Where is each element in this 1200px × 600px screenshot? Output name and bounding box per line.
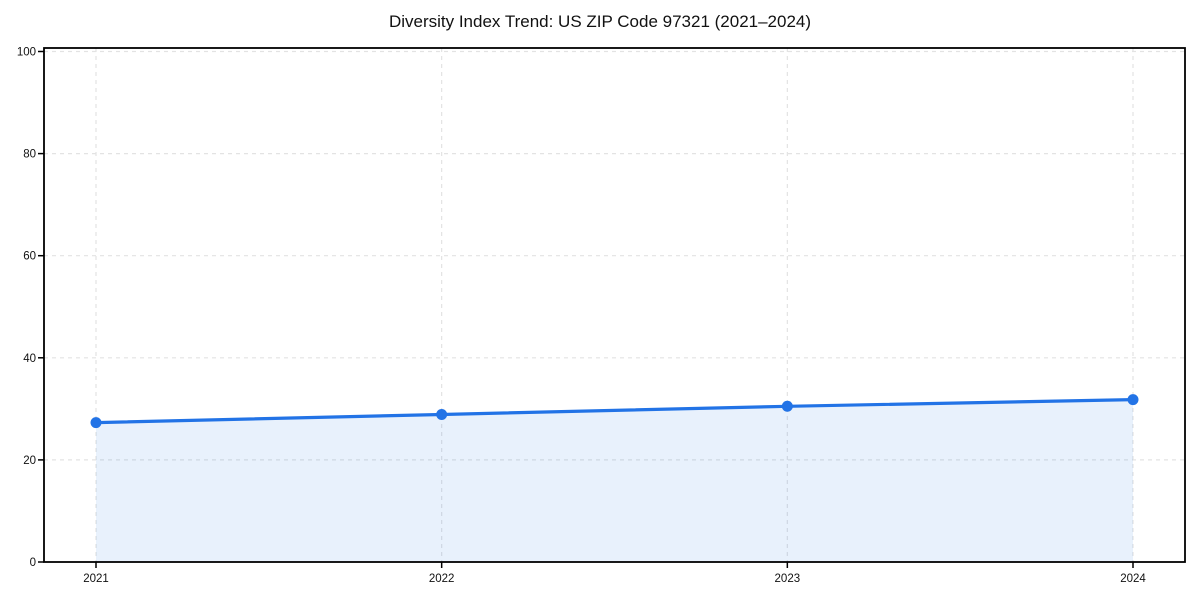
y-tick-label-0: 0 bbox=[30, 557, 36, 569]
data-point-2021 bbox=[90, 417, 102, 429]
plot-border bbox=[43, 47, 1186, 563]
y-tick-label-20: 20 bbox=[23, 455, 36, 467]
y-tick-label-100: 100 bbox=[17, 47, 36, 59]
y-tick-label-40: 40 bbox=[23, 353, 36, 365]
x-tick-label-2021: 2021 bbox=[83, 573, 109, 585]
chart-title: Diversity Index Trend: US ZIP Code 97321… bbox=[388, 12, 812, 31]
x-tick-label-2023: 2023 bbox=[775, 573, 801, 585]
data-point-2023 bbox=[781, 400, 793, 412]
trend-line-diversity-index bbox=[94, 398, 1135, 425]
x-tick-label-2022: 2022 bbox=[429, 573, 455, 585]
area-fill bbox=[96, 399, 1133, 562]
x-tick-label-2024: 2024 bbox=[1120, 573, 1146, 585]
data-point-2024 bbox=[1127, 394, 1139, 406]
y-tick-label-80: 80 bbox=[23, 149, 36, 161]
y-tick-label-60: 60 bbox=[23, 251, 36, 263]
data-point-2022 bbox=[436, 408, 448, 420]
